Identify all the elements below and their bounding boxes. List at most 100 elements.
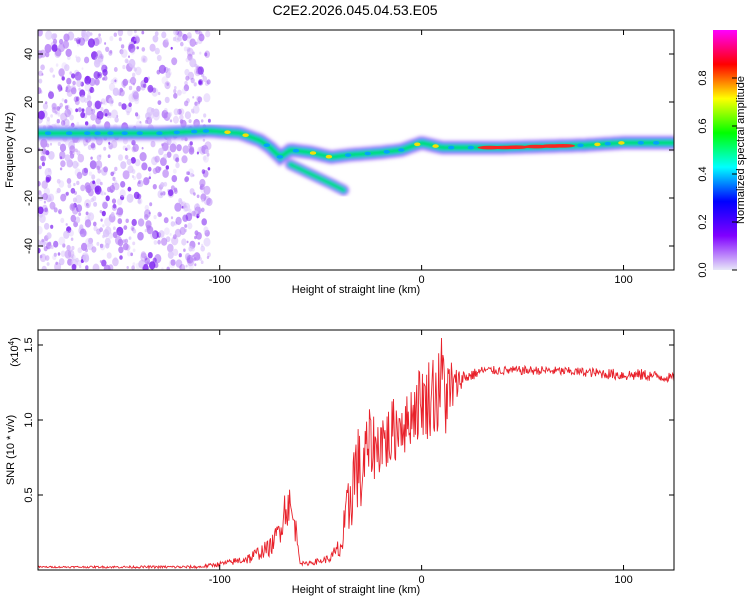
noise-speckle	[188, 143, 191, 148]
noise-speckle	[203, 93, 211, 103]
noise-speckle	[101, 259, 107, 267]
noise-speckle	[171, 236, 179, 246]
noise-speckle	[187, 222, 193, 230]
noise-speckle	[172, 248, 179, 256]
noise-speckle	[192, 96, 195, 99]
ridge-peak	[432, 144, 439, 148]
noise-speckle	[164, 227, 170, 235]
noise-speckle	[39, 239, 46, 248]
noise-speckle	[52, 254, 57, 261]
noise-speckle	[73, 96, 79, 103]
noise-speckle	[179, 226, 186, 236]
noise-speckle	[179, 114, 184, 121]
noise-speckle	[149, 43, 156, 52]
noise-speckle	[115, 212, 118, 215]
noise-speckle	[93, 225, 98, 232]
noise-speckle	[125, 147, 128, 151]
noise-speckle	[136, 46, 139, 50]
noise-speckle	[126, 266, 129, 269]
noise-speckle	[41, 265, 47, 270]
noise-speckle	[59, 106, 62, 109]
noise-speckle	[108, 141, 111, 145]
noise-speckle	[172, 36, 177, 42]
noise-speckle	[107, 115, 110, 118]
noise-speckle	[175, 259, 183, 268]
noise-speckle	[203, 113, 207, 118]
noise-speckle	[109, 115, 112, 119]
noise-speckle	[46, 119, 51, 126]
noise-speckle	[184, 111, 191, 120]
noise-speckle	[157, 239, 161, 245]
noise-speckle	[69, 203, 76, 211]
noise-speckle	[146, 261, 150, 266]
colorbar-tick-label: 0.6	[697, 118, 709, 133]
noise-speckle	[55, 261, 58, 265]
noise-speckle	[46, 262, 50, 266]
noise-speckle	[96, 154, 102, 161]
noise-speckle	[165, 165, 169, 170]
colorbar-label: Normalized spectral amplitude	[735, 76, 747, 224]
noise-speckle	[74, 37, 77, 42]
noise-speckle	[83, 143, 86, 147]
noise-speckle	[180, 41, 184, 47]
noise-speckle	[45, 30, 53, 40]
y-tick-label: 0	[23, 147, 35, 153]
noise-speckle	[195, 41, 198, 45]
noise-speckle	[159, 213, 163, 217]
noise-speckle	[168, 189, 174, 197]
noise-speckle	[134, 40, 137, 44]
noise-speckle	[193, 192, 196, 196]
noise-speckle	[77, 259, 82, 267]
noise-speckle	[203, 155, 209, 163]
noise-speckle	[78, 226, 85, 235]
noise-speckle	[40, 239, 43, 242]
noise-speckle	[76, 79, 82, 88]
spectrogram-marks	[38, 30, 674, 270]
noise-speckle	[141, 146, 144, 150]
noise-speckle	[74, 71, 82, 81]
noise-speckle	[140, 251, 146, 259]
y-tick-label: -40	[23, 238, 35, 254]
y-tick-label: 20	[23, 96, 35, 108]
noise-speckle	[100, 218, 103, 222]
noise-speckle	[59, 102, 63, 108]
noise-speckle	[139, 152, 147, 162]
noise-speckle	[39, 90, 43, 94]
noise-speckle	[162, 141, 170, 151]
spectrogram-panel: -100 0 100 -40 -20 0 20 40 Height of straight l…	[4, 29, 675, 296]
noise-speckle	[60, 120, 66, 126]
noise-speckle	[103, 75, 108, 81]
noise-speckle	[81, 30, 87, 37]
noise-speckle	[92, 263, 100, 270]
noise-speckle	[117, 231, 121, 236]
noise-speckle	[76, 39, 81, 45]
noise-speckle	[57, 252, 61, 256]
noise-speckle	[148, 172, 152, 177]
noise-speckle	[61, 76, 65, 81]
noise-speckle	[59, 156, 63, 160]
noise-speckle	[196, 206, 200, 212]
ridge-peak	[242, 133, 249, 137]
snr-axes: -100 0 100 0.5 1.0 1.5	[23, 330, 674, 586]
noise-speckle	[83, 167, 89, 174]
noise-speckle	[101, 210, 106, 217]
noise-speckle	[128, 85, 133, 91]
noise-speckle	[59, 151, 66, 160]
noise-speckle	[138, 260, 145, 268]
noise-speckle	[141, 162, 148, 171]
noise-speckle	[146, 106, 154, 116]
noise-speckle	[179, 264, 186, 270]
noise-speckle	[165, 71, 171, 79]
noise-speckle	[167, 68, 171, 72]
noise-speckle	[204, 50, 210, 58]
noise-speckle	[194, 263, 197, 267]
noise-speckle	[101, 64, 108, 73]
noise-speckle	[186, 32, 192, 39]
noise-speckle	[182, 145, 190, 154]
noise-speckle	[137, 180, 141, 185]
noise-speckle	[163, 153, 168, 160]
ridge-peak	[107, 131, 114, 135]
noise-speckle	[39, 254, 43, 259]
noise-speckle	[47, 168, 52, 173]
